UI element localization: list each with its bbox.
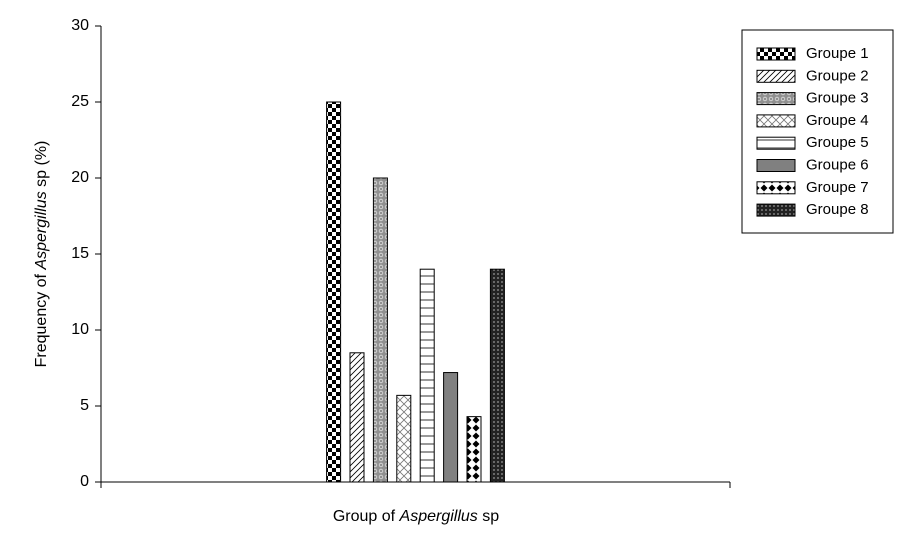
legend-label: Groupe 4 [806,112,869,129]
y-axis-label: Frequency of Aspergillus sp (%) [33,141,50,368]
label-part: Aspergillus [399,508,478,525]
legend-swatch [756,136,796,150]
legend-swatch [756,92,796,106]
legend-label: Groupe 6 [806,156,869,173]
y-tick-label: 5 [80,397,89,414]
y-tick-label: 30 [71,17,89,34]
legend-label: Groupe 8 [806,201,869,218]
y-tick-label: 25 [71,93,89,110]
bar [419,268,435,483]
bar [489,268,505,483]
y-tick-label: 0 [80,473,89,490]
legend-label: Groupe 5 [806,134,869,151]
y-tick-label: 15 [71,245,89,262]
label-part: Group of [333,508,400,525]
legend-swatch [756,69,796,83]
bar [372,177,388,483]
legend-swatch [756,159,796,172]
legend: Groupe 1 Groupe 2 Groupe 3 Groupe 4 Groupe 5… [756,45,869,218]
legend-swatch [756,114,796,128]
x-axis-label: Group of Aspergillus sp [333,508,499,525]
label-part: sp [478,508,499,525]
bar [326,101,342,483]
legend-swatch [756,203,796,217]
legend-swatch [756,181,796,195]
legend-label: Groupe 3 [806,90,869,107]
label-part: Frequency of [33,270,50,368]
bar [396,394,412,483]
label-part: sp (%) [33,141,50,192]
y-tick-label: 10 [71,321,89,338]
bar [466,416,482,483]
legend-label: Groupe 2 [806,67,869,84]
bar [349,352,365,483]
legend-box [741,29,894,234]
y-tick-label: 20 [71,169,89,186]
bar [443,372,459,483]
legend-label: Groupe 1 [806,45,869,62]
legend-label: Groupe 7 [806,179,869,196]
label-part: Aspergillus [33,191,50,270]
legend-swatch [756,47,796,61]
